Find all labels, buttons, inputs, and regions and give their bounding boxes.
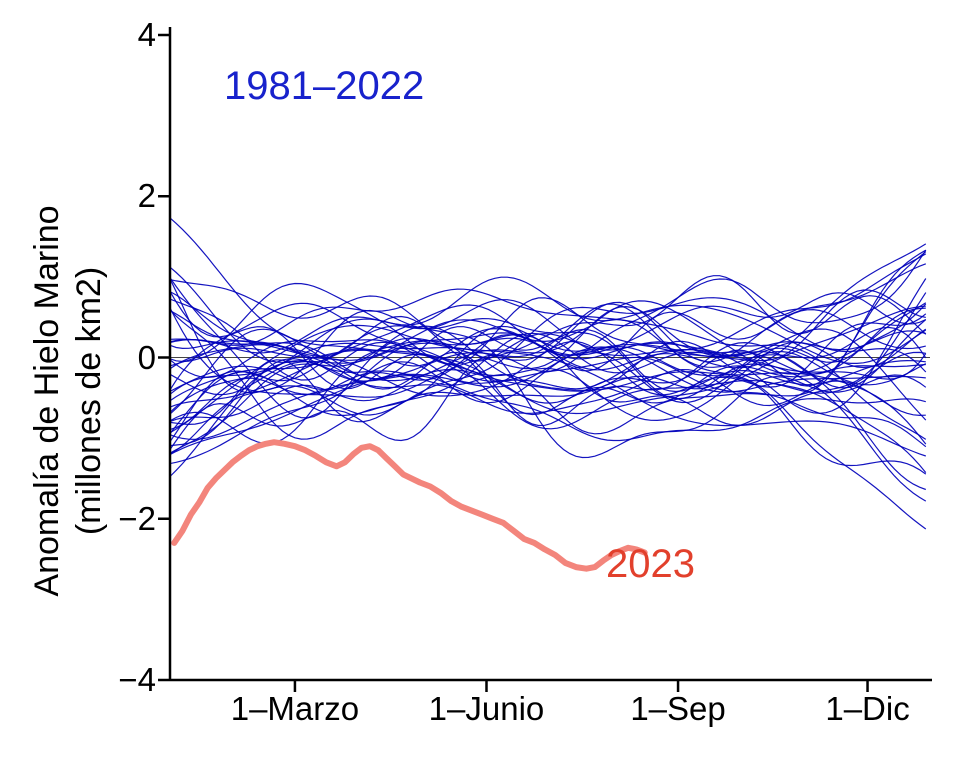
ensemble-year-line [169,276,927,364]
ensemble-year-line [169,343,926,442]
ensemble-year-line [169,253,927,390]
ensemble-years-label: 1981–2022 [224,64,425,108]
ensemble-year-line [169,309,927,455]
series-2023-label: 2023 [606,542,695,586]
ensemble-year-line [169,282,927,389]
ensemble-year-line [169,309,926,362]
ensemble-year-line [169,340,927,491]
x-tick-label: 1–Junio [428,690,545,727]
ensemble-year-line [169,340,927,473]
series-2023-line [171,439,648,572]
ensemble-year-line [169,309,927,502]
ensemble-year-line [169,326,926,393]
ensemble-year-line [169,360,926,477]
y-tick-label: 0 [137,338,156,376]
ensemble-year-line [169,278,927,414]
ensemble-year-line [169,263,927,395]
x-tick-label: 1–Marzo [230,690,360,727]
ensemble-year-line [169,350,927,456]
ensemble-year-line [169,303,927,530]
y-axis-label-line1: Anomalía de Hielo Marino [27,205,66,597]
ensemble-year-line [169,291,927,448]
ensemble-year-line [169,325,927,459]
ensemble-year-line [169,289,926,431]
y-tick-label: −4 [118,661,156,698]
x-tick-label: 1–Dic [825,690,910,727]
y-tick-label: 4 [137,16,156,53]
y-tick-label: −2 [118,499,156,537]
ensemble-year-line [169,275,927,398]
ensemble-year-line [169,346,926,404]
y-tick-label: 2 [137,177,156,215]
y-axis-label-line2: (millones de km2) [70,266,108,536]
ensemble-year-line [169,288,927,440]
ensemble-year-line [169,251,927,404]
x-tick-label: 1–Sep [630,690,726,727]
